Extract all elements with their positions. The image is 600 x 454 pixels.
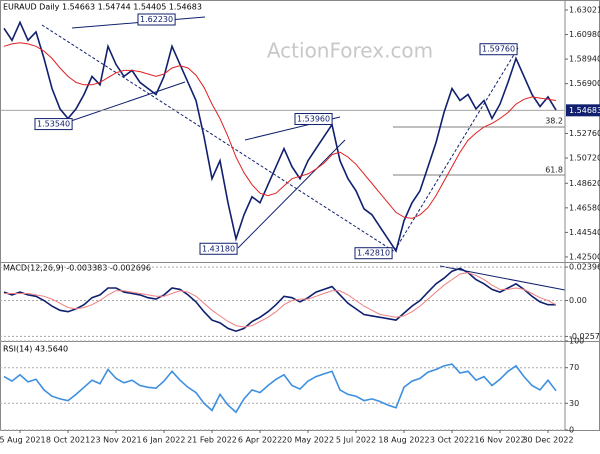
y-tick-label: 0.023963 [569, 263, 600, 272]
annotation-box [294, 113, 333, 126]
y-tick-label: 1.52760 [569, 129, 600, 138]
y-tick-label: 0.00 [569, 296, 587, 305]
trendline [237, 139, 346, 249]
x-tick-label: 18 Aug 2022 [378, 436, 429, 445]
series-line [3, 20, 557, 253]
y-tick-label: 1.46580 [569, 203, 600, 212]
panel-title: EURAUD Daily 1.54663 1.54744 1.54405 1.5… [3, 3, 202, 12]
y-tick-label: 1.48620 [569, 179, 600, 188]
trendline [439, 265, 566, 291]
series-line [3, 363, 557, 414]
y-tick-label: -0.025726 [569, 332, 600, 341]
watermark: ActionForex.com [267, 39, 433, 63]
annotation-label: 1.62230 [140, 15, 173, 24]
series-line [4, 272, 557, 328]
x-tick-label: 25 Aug 2021 [0, 436, 46, 445]
fib-lines [393, 126, 565, 176]
y-tick-label: 0 [569, 426, 574, 435]
x-tick-label: 23 Nov 2021 [90, 436, 141, 445]
annotation-box [34, 118, 73, 131]
annotation-box [479, 43, 518, 56]
trendline [64, 81, 186, 124]
fib-label: 38.2 [545, 117, 563, 126]
series-line [3, 267, 556, 333]
y-tick-label: 70 [569, 363, 579, 372]
x-tick-label: 6 Jan 2022 [143, 436, 186, 445]
y-tick-label: 1.63021 [569, 5, 600, 14]
trendline [394, 47, 519, 251]
panel-title: RSI(14) 43.5640 [3, 345, 68, 354]
annotation-label: 1.53960 [297, 115, 330, 124]
x-tick-label: 5 Jul 2022 [336, 436, 376, 445]
y-tick-label: 1.56900 [569, 79, 600, 88]
y-tick-label: 100 [569, 337, 584, 346]
annotation-label: 1.42810 [357, 249, 390, 258]
y-tick-label: 1.58940 [569, 55, 600, 64]
last-price-label: 1.54683 [569, 106, 600, 115]
panel-title: MACD(12,26,9) -0.003383 -0.002696 [3, 264, 151, 273]
x-tick-label: 20 May 2022 [282, 436, 334, 445]
x-tick-label: 21 Feb 2022 [187, 436, 237, 445]
x-tick-label: 30 Dec 2022 [522, 436, 573, 445]
fib-label: 61.8 [545, 166, 563, 175]
y-tick-label: 1.42500 [569, 252, 600, 261]
x-tick-label: 16 Nov 2022 [474, 436, 525, 445]
last-price-box [566, 104, 600, 117]
y-tick-label: 1.50720 [569, 154, 600, 163]
annotation-box [137, 13, 176, 26]
x-tick-label: 8 Oct 2021 [46, 436, 90, 445]
y-tick-label: 1.44540 [569, 228, 600, 237]
y-tick-label: 30 [569, 399, 579, 408]
x-tick-label: 3 Oct 2022 [430, 436, 474, 445]
annotation-label: 1.59760 [482, 45, 515, 54]
annotation-label: 1.43180 [202, 244, 235, 253]
trendlines [41, 16, 566, 291]
y-tick-label: 1.60980 [569, 30, 600, 39]
series-line [3, 42, 557, 219]
annotation-label: 1.53540 [37, 120, 70, 129]
annotation-box [199, 242, 238, 255]
x-tick-label: 6 Apr 2022 [238, 436, 282, 445]
annotation-box [354, 247, 393, 260]
